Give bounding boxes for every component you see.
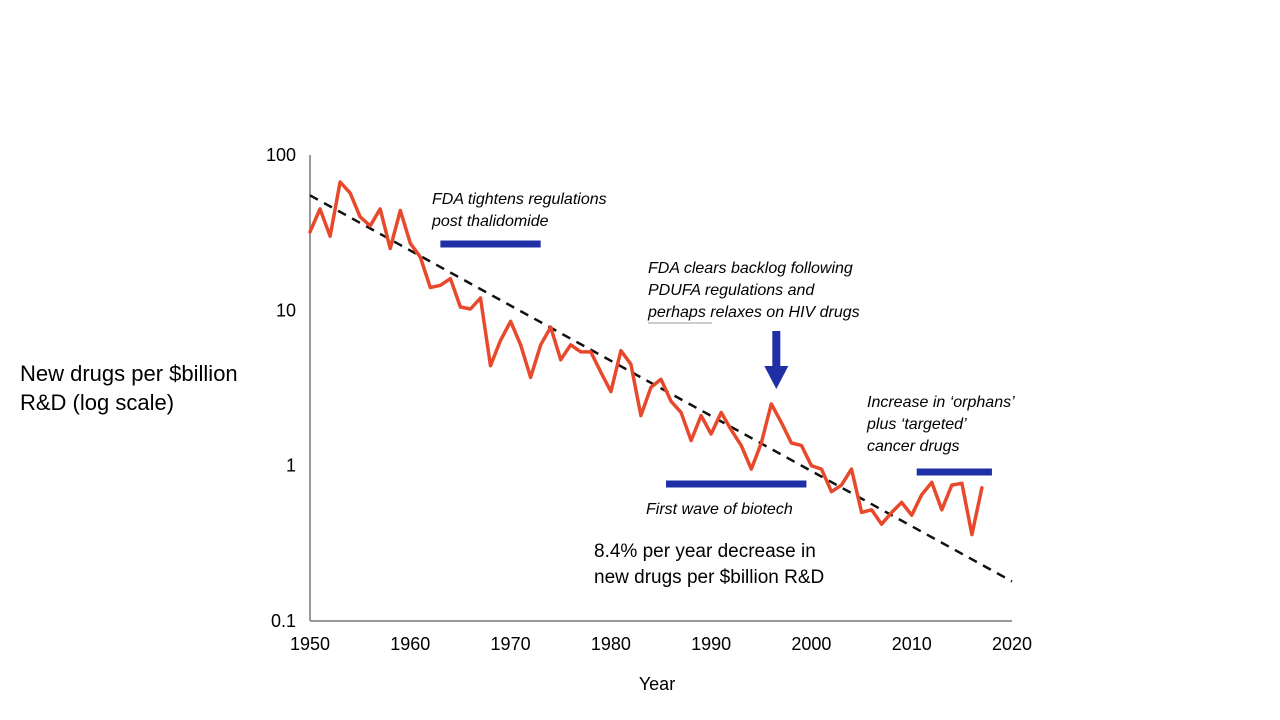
x-tick-label: 1980 [591, 634, 631, 654]
annotation-biotech-line-1: First wave of biotech [646, 501, 793, 518]
y-tick-label: 100 [266, 145, 296, 165]
annotation-thalidomide: FDA tightens regulations post thalidomid… [431, 191, 607, 230]
annotation-orphans: Increase in ‘orphans’ plus ‘targeted’ ca… [866, 394, 1015, 455]
y-axis-label-line-2: R&D (log scale) [20, 390, 174, 415]
x-tick-label: 2000 [791, 634, 831, 654]
annotation-pdufa-line-1: FDA clears backlog following [648, 260, 853, 277]
series-line [308, 180, 984, 537]
trend-note-line-1: 8.4% per year decrease in [594, 541, 816, 562]
annotation-orphans-line-1: Increase in ‘orphans’ [867, 394, 1015, 411]
annotation-pdufa-line-3: perhaps relaxes on HIV drugs [647, 304, 860, 321]
trend-line [309, 194, 1013, 583]
y-axis-label-line-1: New drugs per $billion [20, 361, 238, 386]
annotation-orphans-line-2: plus ‘targeted’ [866, 416, 967, 433]
y-ticks: 100 10 1 0.1 [266, 145, 296, 631]
x-axis-label: Year [639, 674, 675, 694]
y-tick-label: 0.1 [271, 611, 296, 631]
annotation-pdufa-line-2: PDUFA regulations and [648, 282, 815, 299]
x-tick-label: 1960 [390, 634, 430, 654]
x-tick-label: 1950 [290, 634, 330, 654]
x-tick-label: 2010 [892, 634, 932, 654]
y-tick-label: 1 [286, 456, 296, 476]
x-ticks: 1950 1960 1970 1980 1990 2000 2010 2020 [290, 634, 1032, 654]
y-tick-label: 10 [276, 300, 296, 320]
x-tick-label: 1970 [491, 634, 531, 654]
annotation-pdufa: FDA clears backlog following PDUFA regul… [647, 260, 860, 321]
annotation-thalidomide-line-2: post thalidomide [431, 213, 549, 230]
annotation-orphans-line-3: cancer drugs [867, 438, 960, 455]
event-marks [440, 240, 992, 488]
event-arrow-head [764, 366, 789, 389]
trend-note-line-2: new drugs per $billion R&D [594, 567, 824, 588]
x-tick-label: 2020 [992, 634, 1032, 654]
annotation-biotech: First wave of biotech [646, 501, 793, 518]
annotation-thalidomide-line-1: FDA tightens regulations [432, 191, 607, 208]
series-layer [308, 180, 1013, 583]
x-tick-label: 1990 [691, 634, 731, 654]
